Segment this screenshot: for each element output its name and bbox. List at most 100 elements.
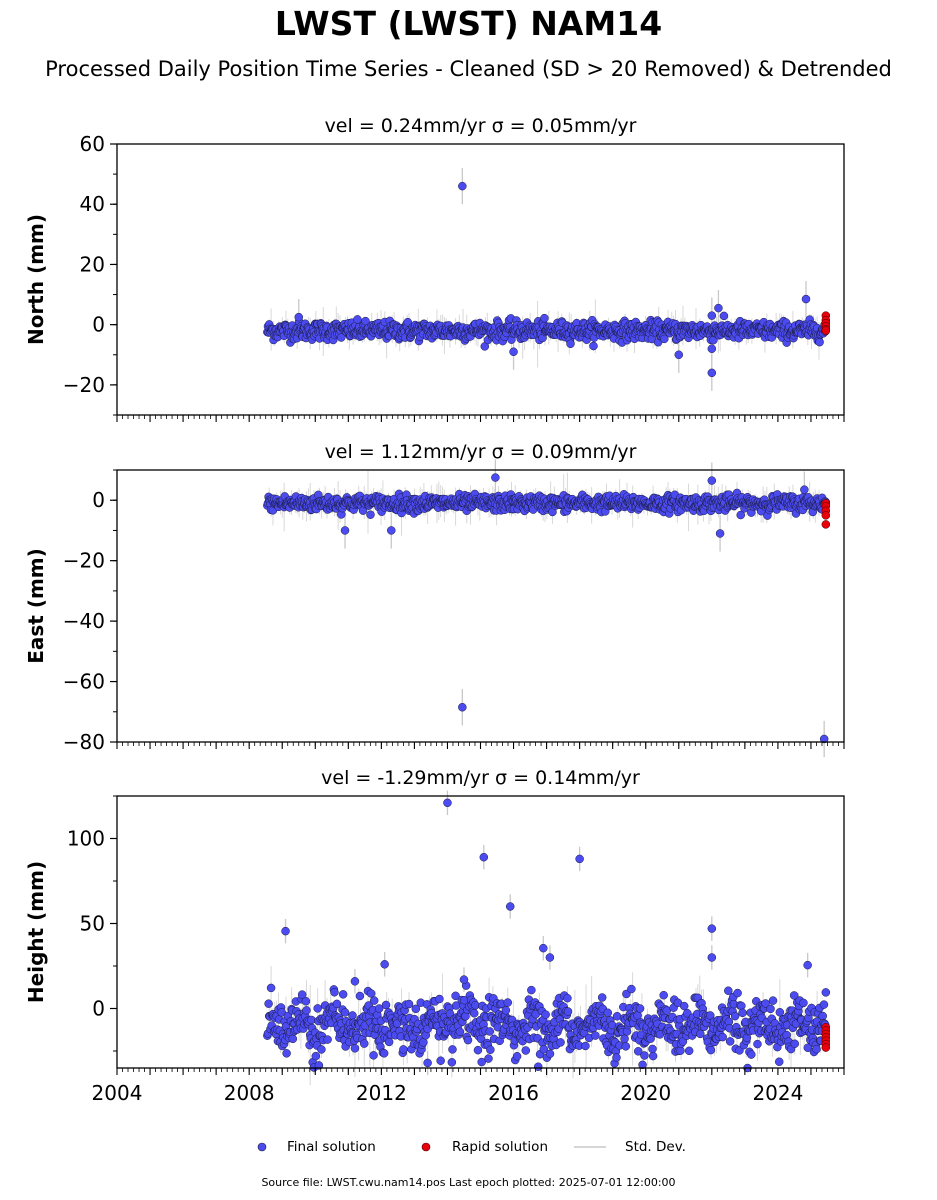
data-point-final	[563, 993, 572, 1003]
data-point-final	[463, 1035, 473, 1045]
data-point-final	[313, 1004, 322, 1013]
data-point-final	[660, 334, 669, 344]
data-point-final	[815, 337, 824, 347]
y-tick-label: 100	[67, 827, 105, 851]
data-point-final	[288, 1034, 298, 1044]
data-point-final	[521, 1046, 531, 1055]
y-tick-label: 20	[80, 252, 105, 276]
data-point-final	[581, 1041, 590, 1051]
data-point-final	[714, 303, 723, 313]
data-point-final	[566, 339, 575, 349]
data-point-final	[317, 1045, 326, 1054]
data-point-final	[638, 1060, 647, 1070]
data-point-final	[635, 1004, 645, 1013]
data-point-final	[323, 1035, 332, 1044]
footer-source: Source file: LWST.cwu.nam14.pos Last epo…	[261, 1176, 676, 1189]
data-point-final	[706, 1045, 716, 1055]
data-point-final	[812, 1044, 821, 1054]
data-point-final	[589, 341, 598, 351]
data-point-final	[803, 1043, 813, 1052]
data-point-final	[707, 924, 717, 933]
data-point-final	[821, 988, 831, 997]
plot-frame-north	[116, 143, 845, 416]
data-point-final	[281, 926, 290, 936]
data-point-final	[337, 333, 346, 342]
data-point-rapid	[821, 1043, 831, 1052]
legend-rapid-label: Rapid solution	[452, 1139, 548, 1155]
x-tick-label: 2004	[92, 1081, 143, 1105]
y-tick-label: −20	[63, 373, 105, 397]
data-point-final	[505, 902, 515, 911]
data-point-final	[818, 1011, 827, 1021]
y-axis-label-east: East (mm)	[24, 548, 48, 664]
data-point-final	[768, 996, 778, 1005]
data-point-final	[800, 485, 809, 494]
y-tick-label: −40	[63, 609, 105, 633]
data-point-final	[451, 991, 460, 1001]
data-point-final	[540, 313, 549, 323]
data-point-final	[591, 1031, 600, 1040]
data-point-final	[369, 1051, 378, 1060]
data-point-final	[294, 312, 303, 322]
time-series-chart: vel = 0.24mm/yr σ = 0.05mm/yr North (mm) −…	[24, 115, 845, 1105]
data-point-final	[679, 1001, 689, 1011]
data-point-final	[790, 1039, 800, 1049]
data-point-final	[477, 1057, 486, 1067]
data-point-final	[753, 1039, 762, 1049]
data-point-final	[350, 1044, 360, 1053]
data-point-final	[801, 294, 811, 304]
data-point-final	[597, 993, 607, 1002]
data-point-final	[683, 1008, 692, 1018]
data-point-final	[485, 1027, 495, 1036]
data-point-final	[715, 529, 725, 538]
data-point-final	[302, 1006, 311, 1015]
data-point-final	[724, 986, 733, 995]
y-tick-label: −80	[63, 730, 105, 754]
figure-title: LWST (LWST) NAM14	[274, 4, 663, 43]
data-point-final	[621, 1042, 631, 1051]
data-point-final	[384, 1037, 394, 1047]
legend-rapid-marker	[406, 1137, 446, 1157]
data-point-final	[360, 1039, 369, 1048]
y-tick-label: −20	[63, 549, 105, 573]
data-point-final	[387, 526, 396, 535]
data-point-final	[633, 1047, 643, 1056]
data-point-final	[479, 852, 489, 862]
legend-final-marker	[242, 1137, 282, 1157]
data-point-final	[803, 960, 812, 970]
data-point-final	[556, 1038, 565, 1047]
data-point-final	[512, 1052, 522, 1061]
data-point-final	[448, 1045, 457, 1054]
y-tick-label: 0	[92, 488, 105, 512]
data-point-final	[648, 1044, 657, 1054]
data-point-final	[775, 1008, 785, 1017]
data-point-final	[459, 975, 469, 984]
data-point-final	[730, 1011, 740, 1021]
data-point-final	[774, 1057, 784, 1066]
data-point-final	[301, 997, 311, 1006]
y-tick-label: 40	[80, 192, 105, 216]
data-point-final	[266, 983, 276, 993]
data-point-final	[719, 311, 729, 321]
data-point-final	[491, 473, 500, 482]
data-point-final	[399, 1045, 408, 1054]
data-point-final	[447, 1058, 457, 1067]
data-point-final	[458, 181, 467, 191]
data-point-final	[545, 1049, 555, 1059]
y-tick-label: −60	[63, 670, 105, 694]
data-point-final	[330, 987, 339, 997]
data-point-final	[733, 988, 742, 998]
panel-title-north: vel = 0.24mm/yr σ = 0.05mm/yr	[325, 115, 637, 137]
y-tick-label: 50	[80, 912, 105, 936]
data-point-final	[819, 734, 829, 744]
data-point-final	[707, 476, 717, 485]
data-point-final	[381, 1000, 391, 1010]
data-point-final	[435, 994, 444, 1004]
data-point-final	[338, 990, 348, 999]
legend: Final solution Rapid solution Std. Dev.	[0, 1137, 937, 1157]
data-point-final	[725, 1037, 735, 1046]
data-point-final	[404, 999, 414, 1009]
data-point-final	[533, 1062, 543, 1071]
legend-std-marker	[570, 1137, 610, 1157]
data-point-final	[789, 991, 799, 1000]
